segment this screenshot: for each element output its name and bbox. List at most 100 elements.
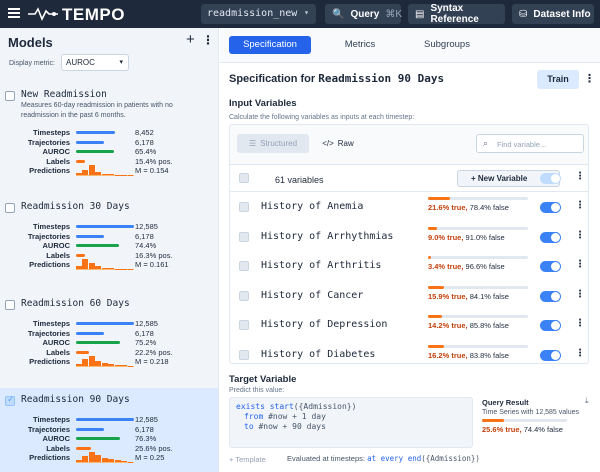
raw-button[interactable]: </> Raw — [314, 134, 362, 153]
variable-enable-toggle[interactable] — [540, 261, 561, 273]
variable-enable-toggle[interactable] — [540, 350, 561, 361]
chevron-down-icon: ▾ — [119, 59, 123, 66]
add-model-button[interactable]: + — [186, 31, 195, 48]
dataset-select[interactable]: readmission_new ▾ — [201, 4, 316, 24]
metric-row-labels: Labels 25.6% pos. — [10, 444, 210, 454]
code-text: #now + 90 days — [258, 422, 326, 431]
menu-icon[interactable] — [8, 8, 20, 18]
more-options-icon[interactable]: ⋮ — [575, 318, 585, 330]
enable-all-toggle[interactable] — [540, 173, 561, 184]
variable-enable-toggle[interactable] — [540, 290, 561, 302]
metric-label: Trajectories — [27, 328, 70, 338]
metric-row-trajectories: Trajectories 6,178 — [10, 425, 210, 435]
search-icon: ⌕ — [483, 138, 489, 148]
top-bar: TEMPO readmission_new ▾ 🔍 Query ⌘K ▤ Syn… — [0, 0, 600, 28]
metric-bar — [76, 446, 91, 450]
query-result-false: 74.4% false — [523, 425, 563, 434]
variable-false-pct: 84.1% false — [469, 291, 509, 301]
code-line-3: to #now + 90 days — [236, 422, 466, 432]
query-result: Query Result ⤓ Time Series with 12,585 v… — [482, 396, 592, 434]
metric-label: Timesteps — [33, 319, 70, 328]
model-card[interactable]: Readmission 60 Days Timesteps 12,585 Trajec… — [0, 292, 218, 388]
model-card[interactable]: Readmission 90 DaysTimesteps12,585Trajec… — [0, 388, 218, 472]
variable-checkbox[interactable] — [239, 261, 249, 272]
page-title: Specification for Readmission 90 Days — [229, 72, 444, 85]
model-checkbox[interactable] — [5, 394, 15, 406]
metric-row-timesteps: Timesteps 8,452 — [10, 128, 210, 138]
variable-checkbox[interactable] — [239, 350, 249, 360]
metric-row-labels: Labels 22.2% pos. — [10, 348, 210, 358]
model-checkbox[interactable] — [5, 91, 15, 101]
find-variable-placeholder: Find variable... — [497, 140, 547, 149]
query-button[interactable]: 🔍 Query ⌘K — [325, 4, 402, 24]
variable-checkbox[interactable] — [239, 231, 249, 242]
variable-distribution-fill — [428, 285, 444, 289]
variable-name: History of Anemia — [261, 201, 364, 212]
train-button[interactable]: Train — [537, 70, 579, 89]
find-variable-input[interactable]: ⌕ Find variable... — [476, 134, 584, 153]
download-icon[interactable]: ⤓ — [585, 396, 589, 405]
code-icon: </> — [322, 139, 334, 148]
metric-row-trajectories: Trajectories 6,178 — [10, 329, 210, 339]
structured-button[interactable]: ☰ Structured — [237, 134, 309, 153]
template-button[interactable]: + Template — [229, 455, 266, 464]
select-all-checkbox[interactable] — [239, 173, 249, 183]
variable-name: History of Arrhythmias — [261, 230, 394, 242]
metric-label: Trajectories — [27, 424, 70, 434]
model-checkbox[interactable] — [5, 300, 15, 310]
more-options-icon[interactable]: ⋮ — [575, 288, 585, 300]
variable-name: History of Cancer — [261, 289, 364, 301]
model-checkbox[interactable] — [5, 203, 15, 213]
more-options-icon[interactable]: ⋮ — [575, 171, 585, 182]
new-variable-button[interactable]: + New Variable — [457, 170, 560, 187]
display-metric-select[interactable]: AUROC ▾ — [61, 54, 129, 71]
syntax-reference-button[interactable]: ▤ Syntax Reference — [408, 3, 505, 25]
variable-row: History of Cancer 15.9% true, 84.1% false… — [230, 282, 588, 311]
more-options-icon[interactable]: ⋮ — [575, 229, 585, 241]
dataset-info-button[interactable]: ⛁ Dataset Info — [512, 4, 594, 24]
variable-checkbox[interactable] — [239, 202, 249, 212]
metric-value: 74.4% — [135, 241, 157, 250]
metric-label: Labels — [46, 156, 70, 166]
eval-prefix: Evaluated at timesteps: — [287, 454, 365, 463]
more-options-icon[interactable]: ⋮ — [575, 200, 585, 211]
more-options-icon[interactable]: ⋮ — [575, 259, 585, 271]
more-options-icon[interactable]: ⋮ — [202, 33, 214, 47]
model-card[interactable]: Readmission 30 Days Timesteps 12,585 Trajec… — [0, 195, 218, 291]
variable-false-pct: 96.6% false — [465, 262, 505, 272]
metric-label: Predictions — [29, 166, 70, 175]
metric-value: 22.2% pos. — [135, 347, 173, 357]
metric-value: 6,178 — [135, 424, 154, 434]
metric-bar — [76, 253, 86, 257]
metric-label: Predictions — [29, 453, 70, 462]
metric-bar — [76, 234, 105, 238]
histogram-bar — [76, 363, 82, 366]
variable-false-pct: 91.0% false — [465, 232, 505, 242]
new-variable-label: New Variable — [477, 174, 528, 183]
logo-icon — [28, 7, 58, 21]
main-panel: Specification Metrics Subgroups Specific… — [220, 28, 600, 472]
target-code-editor[interactable]: exists start({Admission}) from #now + 1 … — [229, 397, 473, 448]
metric-value: M = 0.154 — [135, 166, 169, 175]
more-options-icon[interactable]: ⋮ — [575, 348, 585, 359]
model-card[interactable]: New Readmission Measures 60-day readmissi… — [0, 83, 218, 179]
variable-checkbox[interactable] — [239, 290, 249, 301]
more-options-icon[interactable]: ⋮ — [584, 73, 595, 85]
variable-enable-toggle[interactable] — [540, 202, 561, 213]
variable-distribution-bar — [428, 315, 528, 319]
variable-checkbox[interactable] — [239, 320, 249, 331]
tab-specification[interactable]: Specification — [229, 36, 311, 54]
tab-subgroups[interactable]: Subgroups — [424, 39, 470, 50]
tab-metrics[interactable]: Metrics — [344, 39, 376, 50]
metric-row-auroc: AUROC 74.4% — [10, 241, 210, 251]
histogram-bar — [88, 356, 95, 366]
histogram-bar — [88, 263, 95, 269]
metric-row-auroc: AUROC 65.4% — [10, 147, 210, 157]
metric-label: Timesteps — [33, 128, 70, 137]
variable-enable-toggle[interactable] — [540, 231, 561, 243]
variable-distribution-text: 21.6% true, 78.4% false — [428, 203, 509, 212]
variable-enable-toggle[interactable] — [540, 320, 561, 332]
metric-value: 76.3% — [135, 434, 157, 443]
metric-bar — [76, 418, 134, 421]
variable-name: History of Depression — [261, 319, 388, 331]
